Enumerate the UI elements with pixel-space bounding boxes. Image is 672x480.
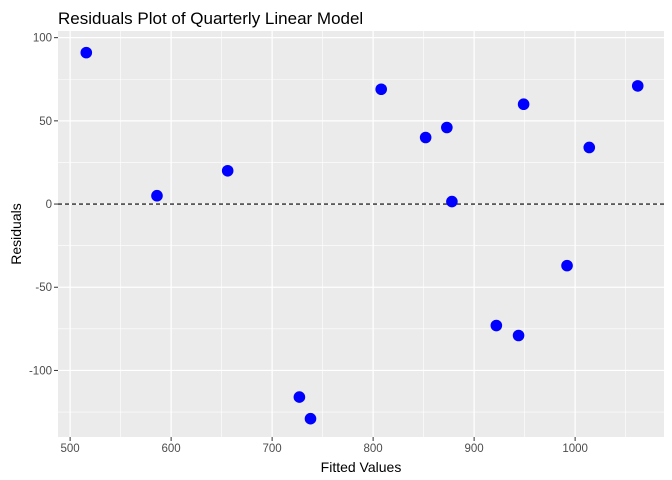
- x-tick-label: 800: [364, 443, 383, 455]
- data-point: [490, 319, 503, 332]
- data-point: [583, 141, 596, 154]
- data-point: [304, 412, 317, 425]
- minor-gridlines: [58, 31, 664, 437]
- x-tick-label: 500: [61, 443, 80, 455]
- y-axis-ticks: -100 -50 0 50 100: [29, 33, 58, 377]
- y-tick-label: 0: [46, 199, 52, 211]
- y-tick-label: 50: [39, 116, 52, 128]
- chart-title: Residuals Plot of Quarterly Linear Model: [58, 9, 363, 28]
- data-point: [221, 164, 234, 177]
- x-tick-label: 600: [162, 443, 181, 455]
- data-point: [419, 131, 432, 144]
- y-tick-label: -100: [29, 365, 52, 377]
- data-point: [631, 80, 644, 92]
- data-point: [375, 83, 388, 96]
- data-point: [561, 259, 573, 272]
- data-point: [517, 98, 530, 111]
- data-point: [80, 46, 93, 59]
- plot-panel: [58, 31, 664, 437]
- y-tick-label: 100: [33, 33, 52, 45]
- data-point: [441, 121, 453, 134]
- x-tick-label: 900: [465, 443, 484, 455]
- x-tick-label: 700: [263, 443, 282, 455]
- major-gridlines: [58, 31, 664, 437]
- data-point: [151, 189, 163, 202]
- x-axis-ticks: 500 600 700 800 900 1000: [61, 437, 588, 455]
- y-axis-title: Residuals: [8, 203, 24, 264]
- data-point: [512, 329, 525, 342]
- data-points: [80, 46, 644, 425]
- x-axis-title: Fitted Values: [321, 459, 402, 475]
- y-tick-label: -50: [35, 282, 52, 294]
- data-point: [446, 195, 458, 208]
- x-tick-label: 1000: [562, 443, 588, 455]
- data-point: [293, 391, 306, 403]
